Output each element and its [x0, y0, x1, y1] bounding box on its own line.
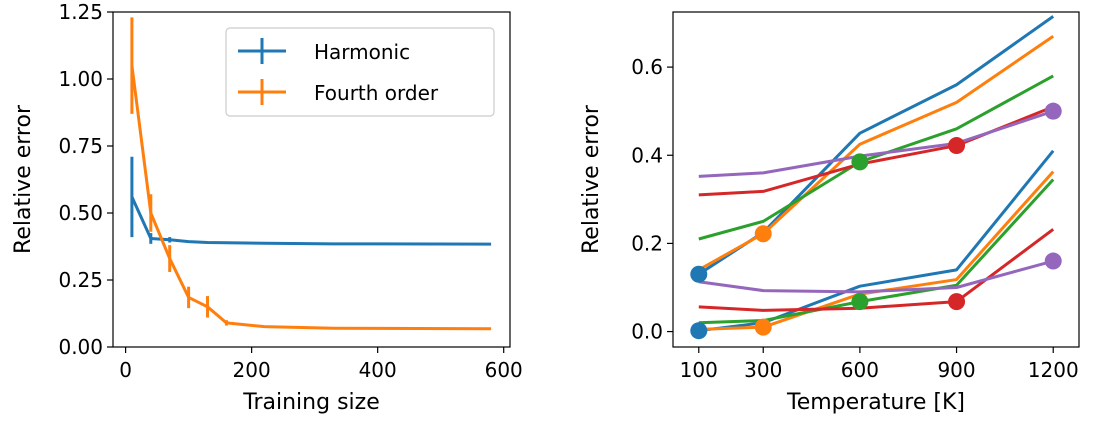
data-point-marker — [690, 322, 708, 340]
legend-label: Fourth order — [314, 81, 439, 105]
axes-frame — [672, 11, 1080, 348]
y-tick-label: 0.50 — [58, 201, 103, 225]
legend: Harmonic Fourth order — [225, 27, 495, 117]
x-axis-label: Temperature [K] — [786, 390, 965, 415]
x-tick-label: 600 — [485, 358, 523, 382]
series-line-1 — [698, 35, 1055, 272]
x-tick-label: 200 — [233, 358, 271, 382]
data-point-marker — [851, 153, 869, 171]
x-tick-label: 900 — [937, 358, 975, 382]
axes-frame — [112, 11, 511, 348]
legend-label: Harmonic — [314, 40, 410, 64]
series-line-0 — [130, 196, 492, 246]
y-tick-label: 0.4 — [631, 143, 663, 167]
x-tick-label: 300 — [744, 358, 782, 382]
x-tick-label: 400 — [359, 358, 397, 382]
y-tick-label: 0.00 — [58, 335, 103, 359]
series-line-7 — [698, 178, 1055, 325]
data-point-marker — [1044, 252, 1062, 270]
right-chart-panel: 100 300 600 900 1200 0.0 0.2 0.4 0.6 Temperature … — [579, 11, 1080, 415]
y-tick-label: 0.75 — [58, 134, 103, 158]
y-tick-label: 0.2 — [631, 231, 663, 255]
data-point-marker — [1044, 102, 1062, 120]
series-line-5 — [698, 149, 1055, 333]
y-tick-label: 0.25 — [58, 268, 103, 292]
series-line-4 — [698, 109, 1054, 178]
data-point-marker — [690, 265, 708, 283]
y-axis-label: Relative error — [11, 104, 36, 254]
data-point-marker — [754, 318, 772, 336]
data-point-marker — [754, 225, 772, 243]
data-point-marker — [948, 293, 966, 311]
x-axis-label: Training size — [242, 390, 379, 415]
data-point-marker — [948, 137, 966, 155]
y-tick-label: 1.00 — [58, 67, 103, 91]
legend-box — [225, 27, 495, 117]
left-chart-panel: 0 200 400 600 0.00 0.25 0.50 0.75 1.00 1.25 Traini… — [11, 0, 523, 415]
x-tick-label: 1200 — [1028, 358, 1079, 382]
x-tick-label: 100 — [680, 358, 718, 382]
data-point-marker — [851, 293, 869, 311]
y-tick-label: 0.6 — [631, 55, 663, 79]
x-tick-label: 0 — [119, 358, 132, 382]
y-tick-label: 1.25 — [58, 0, 103, 24]
x-tick-label: 600 — [841, 358, 879, 382]
series-line-3 — [698, 105, 1054, 197]
y-tick-label: 0.0 — [631, 320, 663, 344]
y-axis-label: Relative error — [579, 104, 604, 254]
series-line-9 — [698, 259, 1054, 294]
